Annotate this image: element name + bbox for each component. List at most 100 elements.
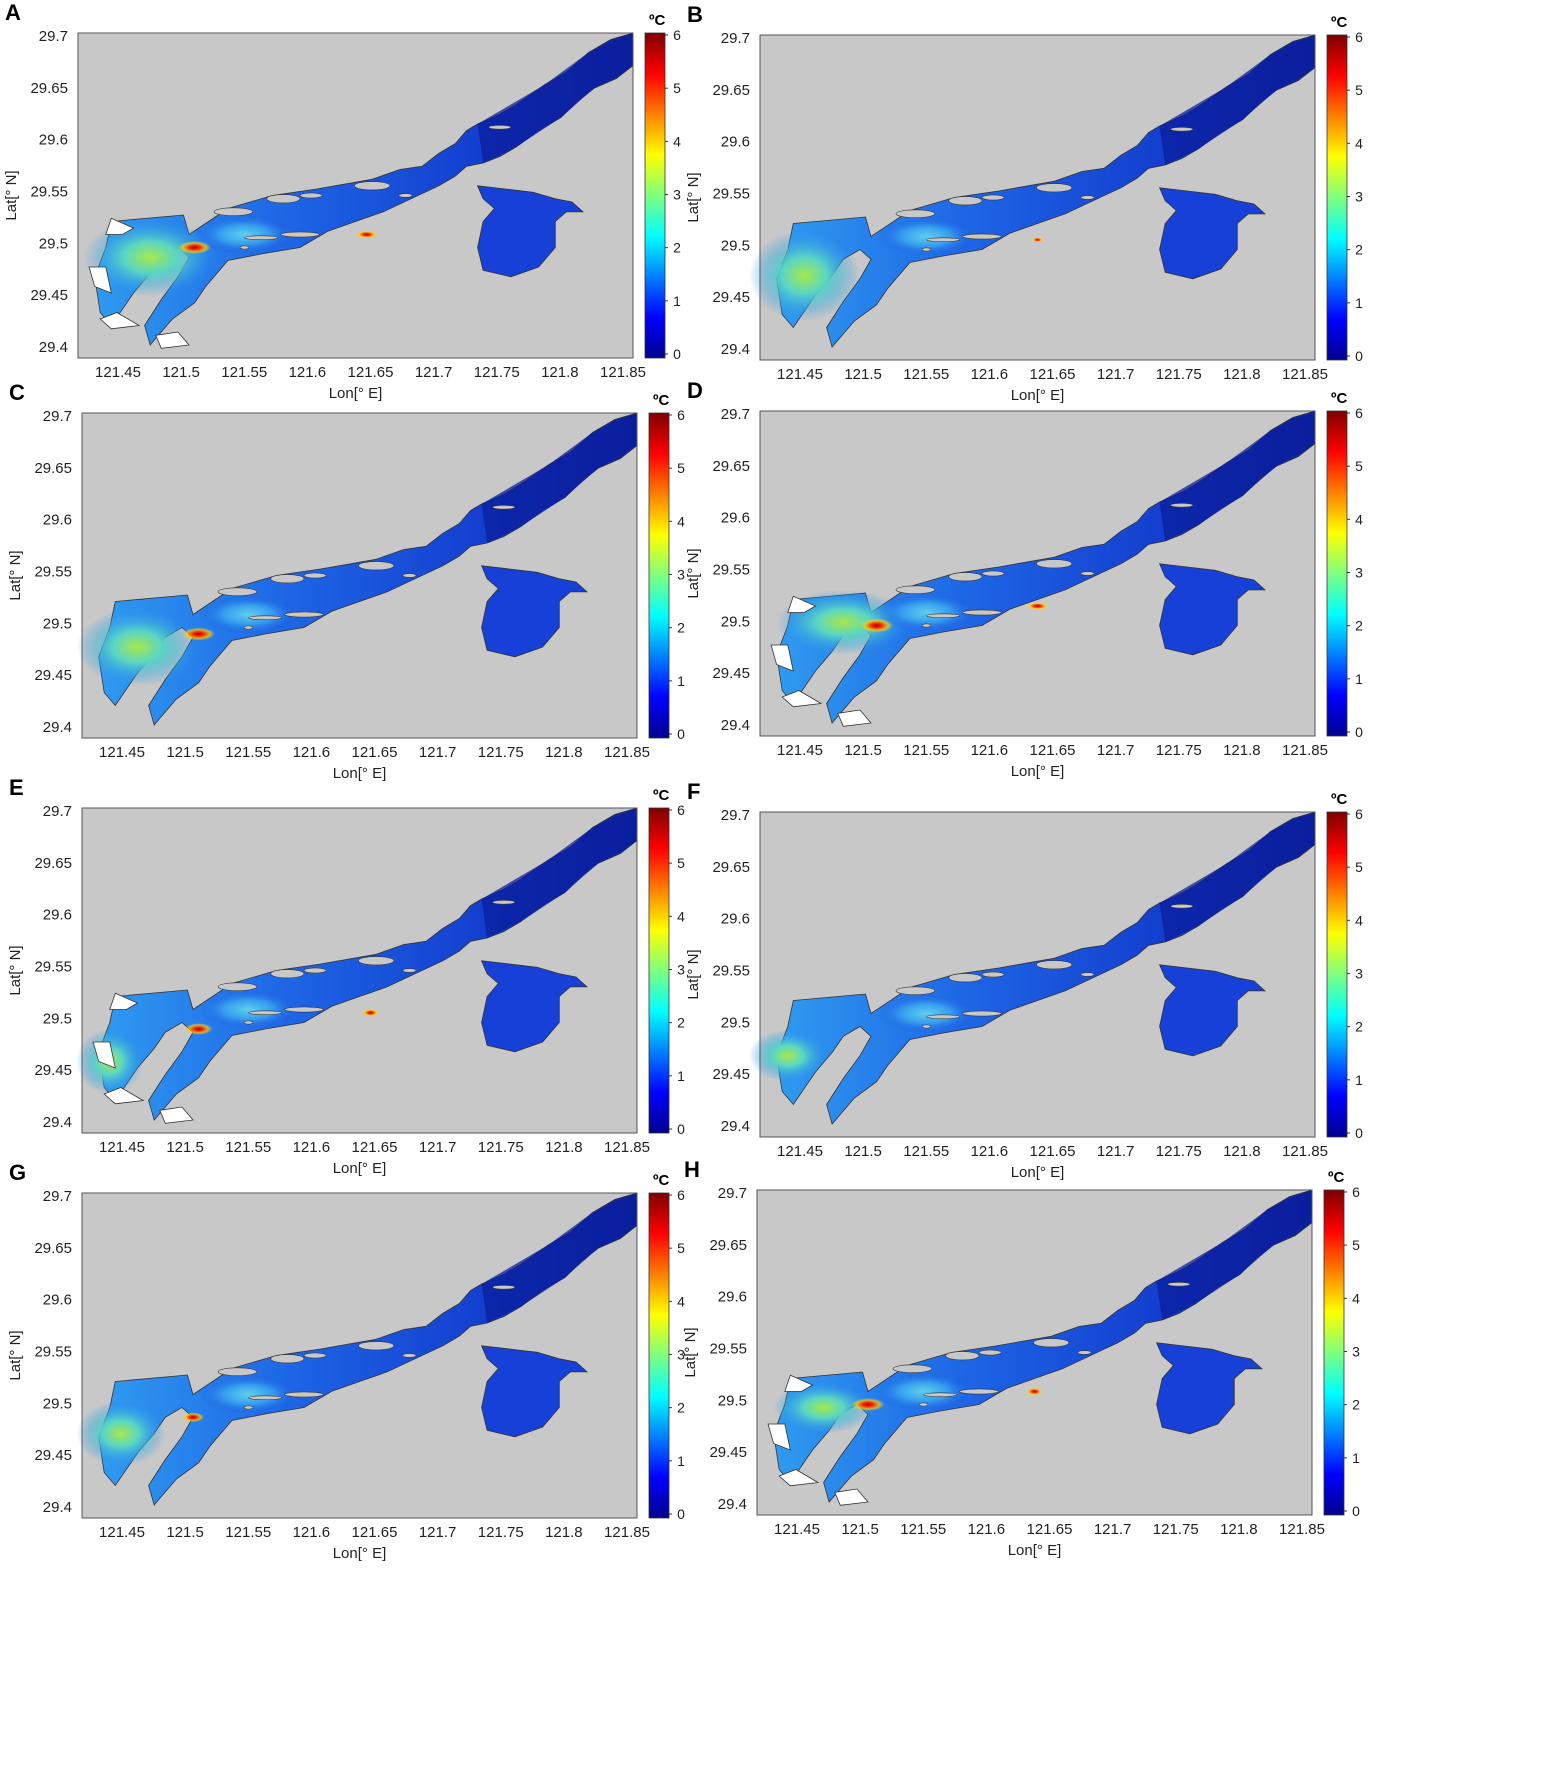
colorbar-tick-label: 0 <box>1355 1125 1363 1141</box>
x-tick-label: 121.8 <box>1223 366 1261 383</box>
x-tick-label: 121.45 <box>99 1139 145 1156</box>
x-tick-label: 121.45 <box>99 744 145 761</box>
island <box>270 969 305 979</box>
x-tick-label: 121.65 <box>352 1139 398 1156</box>
discharge-hotspot <box>177 241 212 254</box>
deep-channel <box>1159 812 1315 942</box>
colorbar <box>1326 34 1348 361</box>
colorbar-unit: ºC <box>1331 791 1347 808</box>
x-tick-label: 121.65 <box>352 744 398 761</box>
x-axis-label: Lon[° E] <box>1008 1542 1062 1559</box>
y-tick-label: 29.55 <box>712 562 750 579</box>
y-tick-label: 29.4 <box>39 339 68 356</box>
y-tick-label: 29.7 <box>721 406 750 423</box>
thermal-plume-secondary <box>876 994 977 1033</box>
island <box>892 1364 933 1373</box>
thermal-plume <box>76 1401 166 1466</box>
colorbar-tick-label: 3 <box>677 1347 685 1363</box>
island <box>492 504 516 510</box>
island <box>1080 972 1095 977</box>
island <box>280 231 320 238</box>
island <box>248 615 283 620</box>
x-tick-label: 121.55 <box>225 1139 271 1156</box>
island <box>895 585 936 594</box>
colorbar <box>1323 1189 1345 1516</box>
island <box>303 1352 327 1359</box>
colorbar-tick-label: 4 <box>1355 511 1363 527</box>
colorbar-tick-label: 3 <box>677 962 685 978</box>
y-tick-label: 29.45 <box>34 667 72 684</box>
colorbar-tick-label: 0 <box>673 346 681 362</box>
x-tick-label: 121.75 <box>478 1524 524 1541</box>
island <box>948 973 983 983</box>
colorbar-tick-label: 6 <box>673 27 681 43</box>
colorbar-tick-label: 1 <box>1355 1072 1363 1088</box>
reclaimed-area <box>155 331 190 349</box>
x-tick-label: 121.7 <box>415 364 453 381</box>
x-tick-label: 121.85 <box>604 744 650 761</box>
colorbar-tick-label: 0 <box>677 726 685 742</box>
y-tick-label: 29.7 <box>43 408 72 425</box>
reclaimed-area <box>781 690 823 708</box>
island <box>270 1354 305 1364</box>
y-tick-label: 29.65 <box>712 82 750 99</box>
x-tick-label: 121.7 <box>1094 1521 1132 1538</box>
island <box>303 967 327 974</box>
island <box>1167 1282 1191 1287</box>
reclaimed-area <box>770 644 794 672</box>
x-tick-label: 121.6 <box>971 366 1009 383</box>
colorbar-unit: ºC <box>653 392 669 409</box>
x-tick-label: 121.45 <box>777 742 823 759</box>
x-tick-label: 121.6 <box>971 742 1009 759</box>
colorbar-tick-label: 6 <box>1352 1184 1360 1200</box>
colorbar-tick-label: 4 <box>1355 912 1363 928</box>
colorbar-unit: ºC <box>649 12 665 29</box>
reclaimed-area <box>787 595 817 613</box>
y-tick-label: 29.4 <box>43 1114 72 1131</box>
deep-channel <box>1156 1190 1312 1320</box>
x-tick-label: 121.65 <box>352 1524 398 1541</box>
x-tick-label: 121.8 <box>545 1524 583 1541</box>
axes-frame <box>81 412 638 739</box>
y-tick-label: 29.45 <box>712 1066 750 1083</box>
x-tick-label: 121.85 <box>1282 742 1328 759</box>
colorbar-tick-label: 5 <box>1355 82 1363 98</box>
colorbar-tick-label: 0 <box>1355 724 1363 740</box>
discharge-hotspot <box>181 1412 205 1423</box>
x-tick-label: 121.75 <box>1153 1521 1199 1538</box>
island <box>358 561 395 571</box>
x-tick-label: 121.7 <box>1097 366 1135 383</box>
x-tick-label: 121.45 <box>777 366 823 383</box>
island <box>921 623 932 628</box>
reclaimed-area <box>778 1469 820 1487</box>
thermal-plume <box>748 230 860 321</box>
x-tick-label: 121.75 <box>1156 742 1202 759</box>
x-tick-label: 121.8 <box>1220 1521 1258 1538</box>
island <box>962 1010 1002 1017</box>
colorbar-tick-label: 5 <box>673 80 681 96</box>
colorbar-tick-label: 5 <box>677 1240 685 1256</box>
discharge-hotspot <box>355 230 378 239</box>
island <box>398 193 413 198</box>
y-tick-label: 29.45 <box>712 289 750 306</box>
island <box>303 572 327 579</box>
colorbar-tick-label: 2 <box>677 1015 685 1031</box>
colorbar-tick-label: 1 <box>1355 295 1363 311</box>
island <box>284 1006 324 1013</box>
deep-channel <box>481 1193 637 1323</box>
y-tick-label: 29.4 <box>718 1496 747 1513</box>
x-tick-label: 121.75 <box>478 744 524 761</box>
island <box>1080 571 1095 576</box>
axes-frame <box>759 410 1316 737</box>
axes-frame <box>77 32 634 359</box>
colorbar-tick-label: 4 <box>677 513 685 529</box>
y-tick-label: 29.45 <box>34 1447 72 1464</box>
island <box>402 1353 417 1358</box>
deep-channel <box>1159 411 1315 541</box>
bay-water <box>476 185 585 278</box>
island <box>1170 903 1194 909</box>
colorbar-tick-label: 1 <box>673 293 681 309</box>
island <box>217 1367 258 1376</box>
